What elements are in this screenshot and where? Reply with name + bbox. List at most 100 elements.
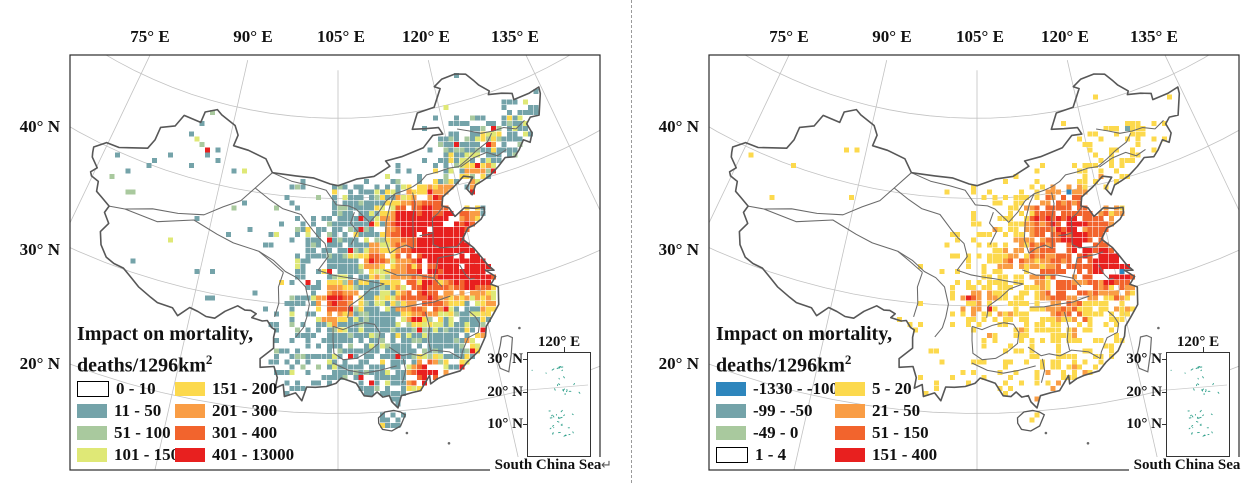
inset-lat-label: 30° N [487,351,523,367]
lon-tick-label: 90° E [233,27,273,46]
legend-entry: 0 - 10 [77,378,179,400]
lon-tick-label: 90° E [872,27,912,46]
legend-entry: 151 - 400 [835,444,937,466]
legend-entry: 301 - 400 [175,422,294,444]
map-frame [69,54,601,471]
legend-entry: 101 - 150 [77,444,179,466]
lat-tick-label: 30° N [658,240,699,259]
inset-lat-label: 10° N [1126,416,1162,432]
taiwan-outline [1135,334,1153,373]
map-legend: Impact on mortality, deaths/1296km2 -133… [716,322,1036,464]
lat-tick-label: 40° N [19,117,60,136]
inset-lon-label: 120° E [1176,334,1220,350]
map-content [70,55,600,470]
lon-tick-label: 105° E [956,27,1004,46]
china-map [708,54,1240,471]
graticule [70,55,600,470]
inset-tick [1162,424,1167,425]
legend-swatch [77,381,109,397]
map-panel-difference: 75° E 90° E 105° E 120° E 135° E 40° N 3… [639,0,1245,483]
legend-swatch [835,382,865,396]
legend-column: -1330 - -100 -99 - -50 -49 - 0 1 - 4 [716,378,838,466]
lat-tick-label: 20° N [658,354,699,373]
legend-title: Impact on mortality, deaths/1296km2 [716,323,893,377]
legend-swatch [835,448,865,462]
legend-entry: 151 - 200 [175,378,294,400]
lon-tick-label: 135° E [1130,27,1178,46]
legend-swatch [716,382,746,396]
inset-tick [523,392,528,393]
south-china-sea-inset: 120° E 30° N 20° N 10° N South China Sea [1126,334,1245,473]
legend-column: 151 - 200 201 - 300 301 - 400 401 - 1300… [175,378,294,466]
legend-column: 0 - 10 11 - 50 51 - 100 101 - 150 [77,378,179,466]
map-panel-baseline: 75° E 90° E 105° E 120° E 135° E 40° N 3… [0,0,622,483]
province-boundaries [748,120,1164,383]
taiwan-outline [496,334,514,373]
legend-entry: 51 - 100 [77,422,179,444]
lon-tick-label: 105° E [317,27,365,46]
legend-swatch [175,426,205,440]
grid-cells [109,73,539,428]
legend-swatch [716,426,746,440]
legend-entry: 201 - 300 [175,400,294,422]
inset-caption: South China Sea [1129,457,1245,473]
inset-tick [564,347,565,353]
inset-lat-label: 20° N [487,384,523,400]
inset-tick [1203,347,1204,353]
lat-tick-label: 30° N [19,240,60,259]
legend-swatch [175,404,205,418]
legend-entry: 51 - 150 [835,422,937,444]
legend-swatch [77,404,107,418]
south-china-sea-inset: 120° E 30° N 20° N 10° N South China Sea [487,334,606,473]
legend-swatch [77,426,107,440]
legend-entry: -99 - -50 [716,400,838,422]
lon-tick-label: 75° E [130,27,170,46]
province-boundaries [109,120,525,383]
paragraph-mark: ↵ [601,458,612,473]
inset-lat-label: 30° N [1126,351,1162,367]
map-content [709,55,1239,470]
column-divider [631,0,632,483]
legend-entry: 401 - 13000 [175,444,294,466]
lon-tick-label: 135° E [491,27,539,46]
inset-lat-label: 20° N [1126,384,1162,400]
hainan-outline [1016,409,1046,432]
lon-tick-label: 120° E [402,27,450,46]
grid-cells [748,94,1173,423]
legend-entry: 5 - 20 [835,378,937,400]
legend-entry: 21 - 50 [835,400,937,422]
inset-lon-label: 120° E [537,334,581,350]
hainan-outline [377,409,407,432]
national-boundary [89,73,542,409]
lat-tick-label: 40° N [658,117,699,136]
inset-islands [527,366,589,437]
legend-title: Impact on mortality, deaths/1296km2 [77,323,254,377]
inset-caption: South China Sea [490,457,606,473]
lon-tick-label: 75° E [769,27,809,46]
inset-tick [523,359,528,360]
legend-swatch [175,448,205,462]
legend-swatch [716,447,748,463]
legend-swatch [835,404,865,418]
lon-tick-label: 120° E [1041,27,1089,46]
legend-swatch [835,426,865,440]
inset-tick [523,424,528,425]
map-frame [708,54,1240,471]
legend-entry: 11 - 50 [77,400,179,422]
legend-entry: -49 - 0 [716,422,838,444]
inset-lat-label: 10° N [487,416,523,432]
map-legend: Impact on mortality, deaths/1296km2 0 - … [77,322,397,464]
national-boundary [728,73,1181,409]
legend-entry: -1330 - -100 [716,378,838,400]
lat-tick-label: 20° N [19,354,60,373]
legend-swatch [716,404,746,418]
inset-tick [1162,359,1167,360]
legend-entry: 1 - 4 [716,444,838,466]
china-map [69,54,601,471]
legend-swatch [175,382,205,396]
legend-column: 5 - 20 21 - 50 51 - 150 151 - 400 [835,378,937,466]
inset-tick [1162,392,1167,393]
legend-swatch [77,448,107,462]
inset-islands [1166,366,1228,437]
